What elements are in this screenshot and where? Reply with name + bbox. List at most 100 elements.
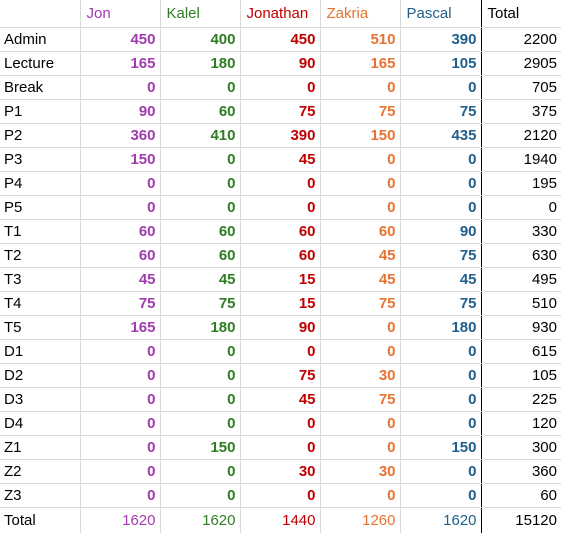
value-cell[interactable]: 0	[400, 340, 481, 364]
value-cell[interactable]: 60	[80, 244, 160, 268]
value-cell[interactable]: 75	[400, 100, 481, 124]
row-total-cell[interactable]: 375	[481, 100, 561, 124]
row-total-cell[interactable]: 225	[481, 388, 561, 412]
value-cell[interactable]: 0	[160, 76, 240, 100]
value-cell[interactable]: 0	[240, 172, 320, 196]
value-cell[interactable]: 0	[160, 196, 240, 220]
value-cell[interactable]: 15	[240, 292, 320, 316]
value-cell[interactable]: 45	[240, 388, 320, 412]
value-cell[interactable]: 90	[80, 100, 160, 124]
value-cell[interactable]: 0	[80, 460, 160, 484]
value-cell[interactable]: 180	[400, 316, 481, 340]
value-cell[interactable]: 75	[320, 100, 400, 124]
column-total-cell[interactable]: 1260	[320, 508, 400, 533]
row-label[interactable]: T5	[0, 316, 80, 340]
header-cell[interactable]: Jon	[80, 0, 160, 28]
value-cell[interactable]: 0	[320, 484, 400, 508]
value-cell[interactable]: 0	[240, 412, 320, 436]
value-cell[interactable]: 45	[160, 268, 240, 292]
row-total-cell[interactable]: 1940	[481, 148, 561, 172]
row-label[interactable]: P2	[0, 124, 80, 148]
value-cell[interactable]: 75	[240, 364, 320, 388]
value-cell[interactable]: 60	[160, 100, 240, 124]
value-cell[interactable]: 510	[320, 28, 400, 52]
value-cell[interactable]: 150	[320, 124, 400, 148]
header-cell[interactable]: Jonathan	[240, 0, 320, 28]
row-total-cell[interactable]: 2120	[481, 124, 561, 148]
column-total-cell[interactable]: 1440	[240, 508, 320, 533]
value-cell[interactable]: 410	[160, 124, 240, 148]
value-cell[interactable]: 390	[240, 124, 320, 148]
row-label[interactable]: P3	[0, 148, 80, 172]
value-cell[interactable]: 0	[240, 340, 320, 364]
value-cell[interactable]: 450	[240, 28, 320, 52]
header-cell[interactable]: Zakria	[320, 0, 400, 28]
column-total-cell[interactable]: 1620	[160, 508, 240, 533]
value-cell[interactable]: 165	[80, 52, 160, 76]
value-cell[interactable]: 180	[160, 316, 240, 340]
value-cell[interactable]: 30	[320, 364, 400, 388]
row-total-cell[interactable]: 330	[481, 220, 561, 244]
value-cell[interactable]: 0	[240, 196, 320, 220]
value-cell[interactable]: 0	[400, 412, 481, 436]
value-cell[interactable]: 0	[160, 460, 240, 484]
header-cell[interactable]: Pascal	[400, 0, 481, 28]
row-label[interactable]: D1	[0, 340, 80, 364]
value-cell[interactable]: 0	[240, 76, 320, 100]
column-total-cell[interactable]: 1620	[80, 508, 160, 533]
row-total-cell[interactable]: 300	[481, 436, 561, 460]
value-cell[interactable]: 0	[320, 316, 400, 340]
row-label[interactable]: Z3	[0, 484, 80, 508]
value-cell[interactable]: 165	[320, 52, 400, 76]
value-cell[interactable]: 0	[80, 172, 160, 196]
value-cell[interactable]: 0	[80, 412, 160, 436]
header-cell[interactable]	[0, 0, 80, 28]
row-total-cell[interactable]: 2200	[481, 28, 561, 52]
value-cell[interactable]: 45	[320, 268, 400, 292]
row-label[interactable]: Break	[0, 76, 80, 100]
row-total-cell[interactable]: 705	[481, 76, 561, 100]
value-cell[interactable]: 0	[160, 340, 240, 364]
value-cell[interactable]: 75	[400, 244, 481, 268]
value-cell[interactable]: 75	[320, 388, 400, 412]
row-label[interactable]: D3	[0, 388, 80, 412]
value-cell[interactable]: 150	[160, 436, 240, 460]
row-label[interactable]: P1	[0, 100, 80, 124]
value-cell[interactable]: 0	[80, 196, 160, 220]
value-cell[interactable]: 450	[80, 28, 160, 52]
value-cell[interactable]: 0	[320, 172, 400, 196]
value-cell[interactable]: 60	[160, 244, 240, 268]
value-cell[interactable]: 0	[400, 388, 481, 412]
row-label[interactable]: T2	[0, 244, 80, 268]
value-cell[interactable]: 15	[240, 268, 320, 292]
value-cell[interactable]: 360	[80, 124, 160, 148]
value-cell[interactable]: 0	[160, 388, 240, 412]
value-cell[interactable]: 0	[400, 148, 481, 172]
value-cell[interactable]: 45	[400, 268, 481, 292]
row-total-cell[interactable]: 630	[481, 244, 561, 268]
value-cell[interactable]: 0	[160, 172, 240, 196]
value-cell[interactable]: 150	[400, 436, 481, 460]
row-label[interactable]: Lecture	[0, 52, 80, 76]
column-total-cell[interactable]: 1620	[400, 508, 481, 533]
row-label[interactable]: Admin	[0, 28, 80, 52]
value-cell[interactable]: 0	[320, 148, 400, 172]
row-label[interactable]: P4	[0, 172, 80, 196]
row-label[interactable]: T4	[0, 292, 80, 316]
row-label[interactable]: T1	[0, 220, 80, 244]
value-cell[interactable]: 90	[240, 52, 320, 76]
value-cell[interactable]: 75	[400, 292, 481, 316]
row-total-cell[interactable]: 495	[481, 268, 561, 292]
value-cell[interactable]: 30	[320, 460, 400, 484]
row-total-cell[interactable]: 615	[481, 340, 561, 364]
value-cell[interactable]: 60	[80, 220, 160, 244]
value-cell[interactable]: 165	[80, 316, 160, 340]
value-cell[interactable]: 0	[80, 76, 160, 100]
value-cell[interactable]: 0	[80, 340, 160, 364]
value-cell[interactable]: 45	[320, 244, 400, 268]
value-cell[interactable]: 45	[240, 148, 320, 172]
grand-total-cell[interactable]: 15120	[481, 508, 561, 533]
value-cell[interactable]: 75	[320, 292, 400, 316]
row-label[interactable]: D4	[0, 412, 80, 436]
value-cell[interactable]: 0	[320, 76, 400, 100]
